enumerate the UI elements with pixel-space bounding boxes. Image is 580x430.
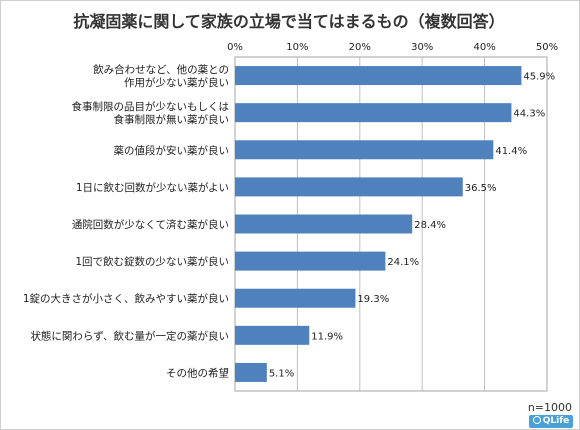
logo-mark-icon (532, 416, 541, 424)
x-tick-label: 30% (411, 42, 433, 53)
category-label: 薬の値段が安い薬が良い (114, 144, 230, 157)
data-label: 5.1% (269, 368, 294, 379)
data-label: 45.9% (523, 72, 555, 83)
category-label: 1日に飲む回数が少ない薬がよい (76, 181, 229, 194)
bar (235, 214, 413, 234)
category-label: 通院回数が少なくて済む薬が良い (72, 218, 229, 231)
bar (235, 66, 522, 86)
category-label: 作用が少ない薬が良い (124, 76, 229, 89)
x-tick-label: 10% (286, 42, 308, 53)
x-tick-label: 0% (227, 42, 243, 53)
qlife-logo: QLife (529, 415, 573, 428)
bar (235, 362, 267, 382)
data-label: 44.3% (513, 109, 545, 120)
category-label: 状態に関わらず、飲む量が一定の薬が良い (30, 329, 229, 342)
x-tick-label: 40% (473, 42, 495, 53)
data-label: 11.9% (311, 331, 343, 342)
category-label: 食事制限が無い薬が良い (114, 113, 230, 126)
category-label: 1錠の大きさが小さく、飲みやすい薬が良い (23, 292, 229, 305)
category-label: 食事制限の品目が少ないもしくは (72, 100, 230, 113)
x-tick-label: 20% (349, 42, 371, 53)
category-label: 1回で飲む錠数の少ない薬が良い (75, 255, 229, 268)
bar (235, 325, 310, 345)
data-label: 41.4% (495, 146, 527, 157)
data-label: 19.3% (357, 294, 389, 305)
data-label: 28.4% (414, 220, 446, 231)
bar (235, 288, 356, 308)
sample-size-note: n=1000 (528, 401, 572, 414)
x-tick-label: 50% (536, 42, 558, 53)
data-label: 36.5% (465, 183, 497, 194)
chart-title: 抗凝固薬に関して家族の立場で当てはまるもの（複数回答） (73, 12, 505, 31)
bar (235, 103, 512, 123)
bar (235, 177, 463, 197)
data-label: 24.1% (387, 257, 419, 268)
bar (235, 140, 494, 160)
bar (235, 251, 386, 271)
category-label: その他の希望 (166, 366, 229, 379)
logo-text: QLife (542, 416, 570, 426)
category-label: 飲み合わせなど、他の薬との (93, 63, 229, 76)
